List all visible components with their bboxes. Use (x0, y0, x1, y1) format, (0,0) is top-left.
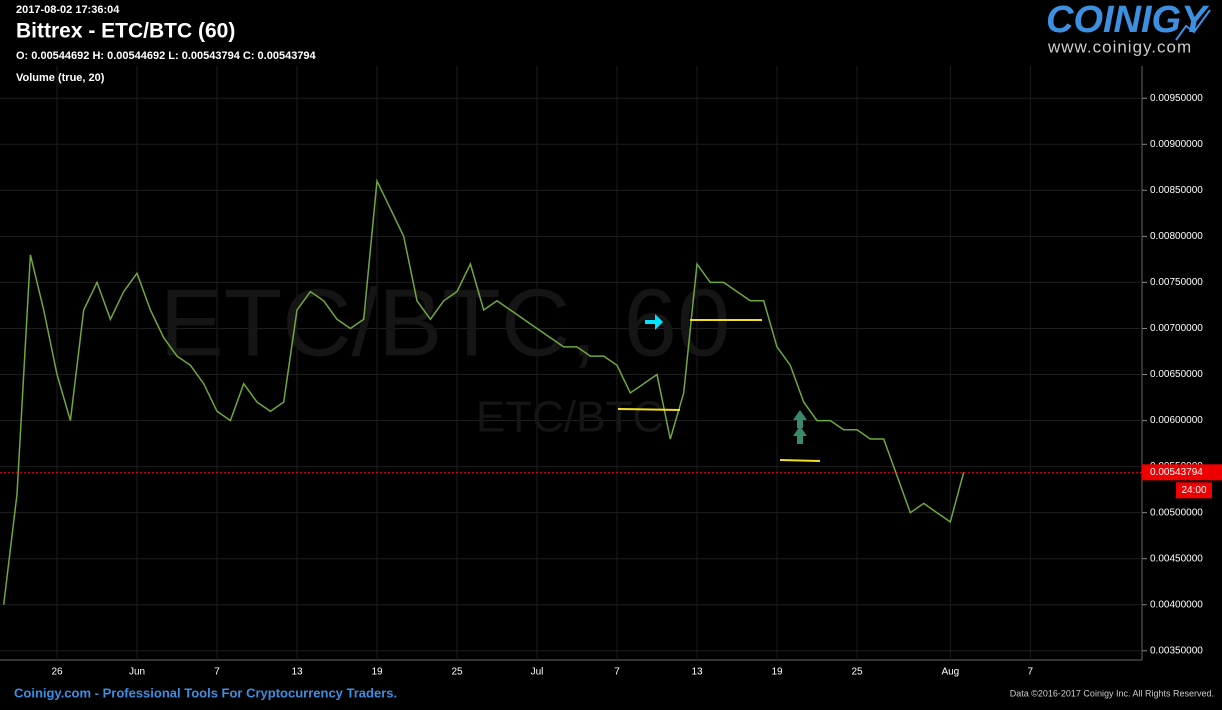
logo-graph (1175, 9, 1211, 41)
x-tick-label: 19 (771, 667, 783, 678)
x-tick-label: Jun (129, 667, 145, 678)
x-tick-label: 25 (451, 667, 463, 678)
x-tick-label: 7 (1028, 667, 1034, 678)
y-tick-label: 0.00900000 (1150, 139, 1203, 150)
y-tick-label: 0.00350000 (1150, 645, 1203, 656)
x-tick-label: 19 (371, 667, 383, 678)
arrow-annotation (645, 314, 663, 330)
title: Bittrex - ETC/BTC (60) (16, 20, 235, 43)
timer-box (1176, 482, 1212, 499)
y-tick-label: 0.00450000 (1150, 553, 1203, 564)
indicator: Volume (true, 20) (16, 72, 105, 84)
y-tick-label: 0.00600000 (1150, 415, 1203, 426)
support-line (779, 459, 821, 462)
x-tick-label: 13 (291, 667, 303, 678)
grid: 0.00350000 0.00400000 0.00450000 0.00500000… (0, 66, 1203, 678)
y-tick-label: 0.00500000 (1150, 507, 1203, 518)
ohlc: O: 0.00544692 H: 0.00544692 L: 0.0054379… (16, 50, 317, 62)
y-tick-label: 0.00950000 (1150, 93, 1203, 104)
x-tick-label: 26 (51, 667, 63, 678)
watermark-small: ETC/BTC (476, 393, 664, 442)
x-tick-label: 7 (614, 667, 620, 678)
support-line (617, 408, 681, 411)
y-tick-label: 0.00750000 (1150, 277, 1203, 288)
watermark: ETC/BTC, 60 (160, 269, 731, 376)
last-price-label: 0.00543794 (1150, 467, 1203, 478)
logo-url: www.coinigy.com (1047, 37, 1192, 56)
y-tick-label: 0.00800000 (1150, 231, 1203, 242)
timestamp: 2017-08-02 17:36:04 (16, 4, 120, 16)
x-tick-label: 7 (214, 667, 220, 678)
y-tick-label: 0.00400000 (1150, 599, 1203, 610)
timer-label: 24:00 (1181, 485, 1206, 496)
logo: COINIGY (1046, 0, 1210, 41)
x-tick-label: 25 (851, 667, 863, 678)
y-tick-label: 0.00850000 (1150, 185, 1203, 196)
x-tick-label: Jul (531, 667, 544, 678)
plot: 0.00543794 24:00 (0, 178, 1222, 605)
footer-right: Data ©2016-2017 Coinigy Inc. All Rights … (1010, 688, 1214, 698)
footer-left: Coinigy.com - Professional Tools For Cry… (14, 685, 397, 700)
x-tick-label: Aug (941, 667, 959, 678)
up-arrows (793, 410, 807, 444)
last-price-box (1142, 464, 1222, 481)
price-line (2, 178, 965, 605)
y-tick-label: 0.00700000 (1150, 323, 1203, 334)
x-tick-label: 13 (691, 667, 703, 678)
y-tick-label: 0.00650000 (1150, 369, 1203, 380)
